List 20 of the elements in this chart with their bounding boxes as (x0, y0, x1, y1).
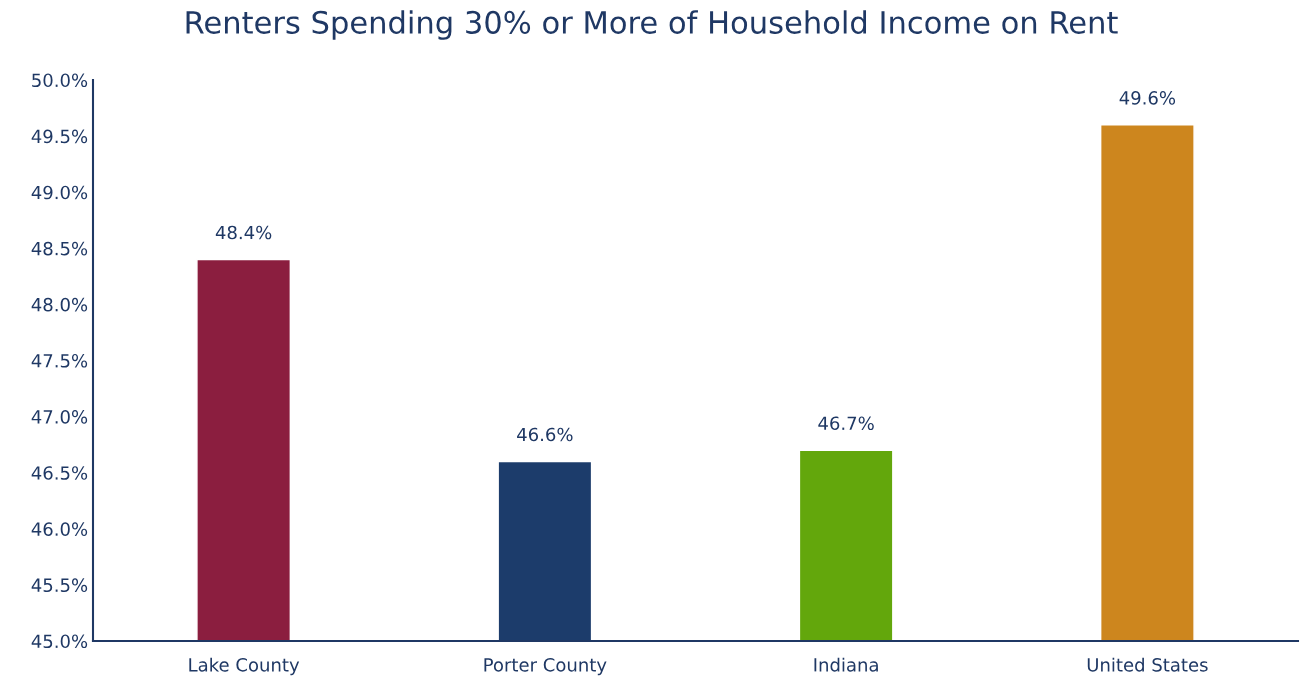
y-tick-label: 47.5% (31, 353, 88, 368)
y-tick-label: 49.0% (31, 185, 88, 200)
y-tick-label: 46.5% (31, 466, 88, 480)
y-tick-label: 49.5% (31, 129, 88, 144)
y-tick-label: 45.5% (31, 578, 88, 593)
y-tick-label: 48.5% (31, 241, 88, 256)
x-tick-label: Lake County (189, 657, 300, 676)
data-label: 46.7% (818, 416, 874, 431)
data-label: 48.4% (215, 225, 272, 240)
y-tick-label: 46.0% (31, 522, 88, 536)
y-tick-label: 45.0% (31, 634, 88, 649)
x-tick-label: United States (1087, 657, 1208, 672)
y-tick-label: 47.0% (31, 410, 88, 424)
x-tick-label: Porter County (484, 657, 607, 676)
data-label: 49.6% (1119, 91, 1176, 105)
x-tick-label: Indiana (814, 657, 878, 672)
y-tick-label: 50.0% (32, 73, 88, 88)
data-label: 46.6% (517, 427, 573, 442)
y-tick-label: 48.0% (31, 297, 88, 312)
chart-title: Renters Spending 30% or More of Household Income on Rent (186, 10, 1118, 40)
